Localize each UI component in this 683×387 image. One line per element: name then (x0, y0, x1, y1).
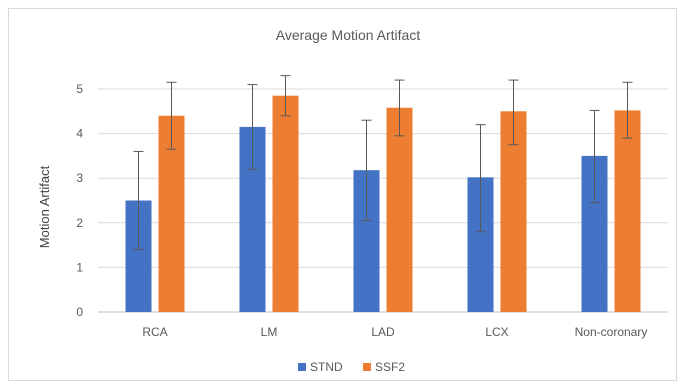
error-bars (133, 75, 633, 251)
y-tick-label: 0 (76, 305, 83, 319)
x-tick-label: LM (261, 325, 278, 339)
x-tick-label: LAD (371, 325, 395, 339)
y-tick-label: 5 (76, 82, 83, 96)
gridlines (98, 88, 668, 313)
y-tick-label: 3 (76, 171, 83, 185)
legend-swatch-stnd (298, 363, 306, 371)
y-tick-label: 4 (76, 127, 83, 141)
bar-ssf2 (272, 95, 299, 312)
legend-label-ssf2: SSF2 (375, 360, 405, 374)
bars (125, 95, 641, 313)
y-tick-label: 2 (76, 216, 83, 230)
y-tick-label: 1 (76, 260, 83, 274)
x-tick-label: Non-coronary (575, 325, 648, 339)
y-axis-title: Motion Artifact (37, 165, 52, 248)
chart-frame (8, 8, 677, 381)
x-tick-label: RCA (142, 325, 167, 339)
chart-title: Average Motion Artifact (276, 27, 421, 43)
legend-label-stnd: STND (310, 360, 343, 374)
bar-ssf2 (614, 110, 641, 313)
x-tick-label: LCX (485, 325, 508, 339)
legend-swatch-ssf2 (363, 363, 371, 371)
x-tick-labels: RCA LM LAD LCX Non-coronary (142, 325, 647, 339)
y-tick-labels: 0 1 2 3 4 5 (76, 82, 83, 319)
legend: STND SSF2 (298, 360, 405, 374)
bar-ssf2 (386, 107, 413, 313)
